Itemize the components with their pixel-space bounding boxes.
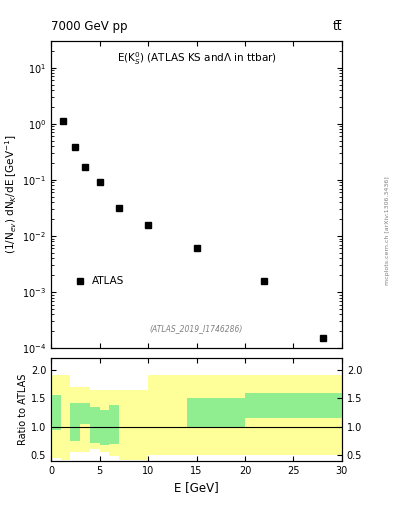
Bar — [61, 375, 70, 460]
Y-axis label: Ratio to ATLAS: Ratio to ATLAS — [18, 374, 28, 445]
Bar — [109, 405, 119, 444]
Bar — [206, 375, 226, 455]
Text: (ATLAS_2019_I1746286): (ATLAS_2019_I1746286) — [150, 324, 243, 333]
Bar — [109, 390, 119, 456]
Bar — [226, 398, 245, 426]
Bar — [90, 390, 99, 450]
Text: tt̅: tt̅ — [332, 20, 342, 33]
X-axis label: E [GeV]: E [GeV] — [174, 481, 219, 494]
Bar — [99, 390, 109, 452]
Bar — [206, 398, 226, 426]
Bar — [148, 375, 167, 455]
Bar — [138, 390, 148, 460]
Text: ATLAS: ATLAS — [92, 275, 124, 286]
Bar — [294, 375, 342, 455]
Text: E(K$_S^0$) (ATLAS KS and$\Lambda$ in ttbar): E(K$_S^0$) (ATLAS KS and$\Lambda$ in ttb… — [117, 50, 276, 67]
Bar — [187, 375, 206, 455]
Bar — [226, 375, 245, 455]
Text: mcplots.cern.ch [arXiv:1306.3436]: mcplots.cern.ch [arXiv:1306.3436] — [385, 176, 389, 285]
Bar — [80, 387, 90, 452]
Bar — [51, 375, 61, 458]
Bar — [99, 410, 109, 445]
Y-axis label: (1/N$_{ev}$) dN$_K$/dE [GeV$^{-1}$]: (1/N$_{ev}$) dN$_K$/dE [GeV$^{-1}$] — [4, 135, 19, 254]
Bar — [119, 390, 129, 460]
Bar — [167, 375, 187, 455]
Bar — [245, 393, 294, 418]
Bar — [90, 407, 99, 442]
Bar — [70, 403, 80, 441]
Bar — [187, 398, 206, 426]
Bar — [129, 390, 138, 460]
Bar — [245, 375, 294, 455]
Bar — [294, 393, 342, 418]
Bar — [70, 387, 80, 452]
Bar — [80, 403, 90, 424]
Text: 7000 GeV pp: 7000 GeV pp — [51, 20, 128, 33]
Bar — [51, 395, 61, 430]
